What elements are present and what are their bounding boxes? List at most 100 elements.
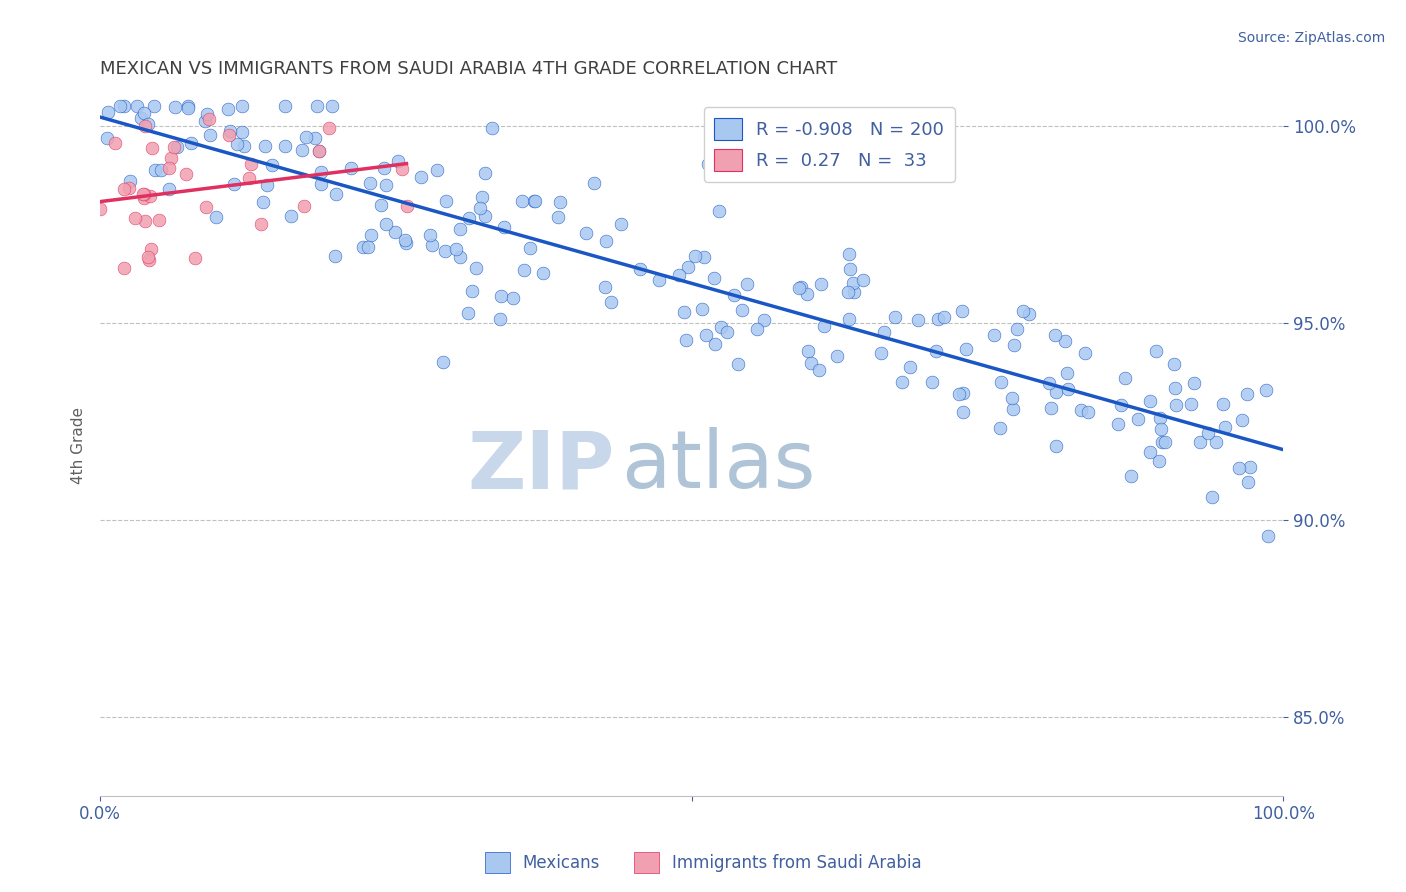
Point <box>174 167 197 181</box>
Point <box>132 187 155 202</box>
Point <box>522 194 544 208</box>
Point <box>927 311 949 326</box>
Point <box>502 291 524 305</box>
Point <box>138 117 160 131</box>
Point <box>488 312 510 326</box>
Point <box>474 209 496 223</box>
Point <box>134 119 156 133</box>
Point <box>1201 490 1223 504</box>
Point <box>925 344 948 359</box>
Point <box>693 251 716 265</box>
Point <box>1077 405 1099 419</box>
Point <box>422 238 444 252</box>
Point <box>703 270 725 285</box>
Point <box>89 202 111 216</box>
Point <box>838 262 860 277</box>
Point <box>1109 398 1132 412</box>
Point <box>340 161 363 175</box>
Point <box>444 242 467 256</box>
Point <box>731 302 754 317</box>
Point <box>360 227 382 242</box>
Point <box>395 235 418 250</box>
Point <box>524 194 547 209</box>
Point <box>1188 434 1211 449</box>
Point <box>690 302 713 317</box>
Point <box>952 404 974 418</box>
Point <box>710 320 733 334</box>
Point <box>419 227 441 242</box>
Point <box>233 139 256 153</box>
Point <box>1213 419 1236 434</box>
Point <box>1001 402 1024 417</box>
Point <box>138 250 160 264</box>
Point <box>697 157 720 171</box>
Point <box>1144 344 1167 359</box>
Point <box>1018 307 1040 321</box>
Point <box>988 421 1011 435</box>
Point <box>595 280 617 294</box>
Point <box>325 187 347 202</box>
Point <box>323 249 346 263</box>
Point <box>198 112 221 126</box>
Point <box>1182 376 1205 391</box>
Point <box>838 311 860 326</box>
Point <box>575 227 598 241</box>
Point <box>796 286 818 301</box>
Point <box>112 260 135 275</box>
Point <box>391 161 413 176</box>
Point <box>827 349 849 363</box>
Point <box>112 181 135 195</box>
Point <box>489 289 512 303</box>
Point <box>180 136 202 151</box>
Point <box>1197 425 1219 440</box>
Point <box>723 288 745 302</box>
Point <box>797 343 820 358</box>
Point <box>648 273 671 287</box>
Point <box>1107 417 1129 432</box>
Point <box>184 251 207 265</box>
Point <box>1139 394 1161 409</box>
Point <box>139 242 162 256</box>
Point <box>1139 445 1161 459</box>
Point <box>1150 422 1173 436</box>
Point <box>990 376 1012 390</box>
Point <box>1114 371 1136 385</box>
Point <box>97 104 120 119</box>
Point <box>1227 461 1250 475</box>
Point <box>96 131 118 145</box>
Point <box>177 101 200 115</box>
Point <box>704 336 727 351</box>
Point <box>582 176 605 190</box>
Point <box>370 198 392 212</box>
Point <box>260 158 283 172</box>
Point <box>675 333 697 347</box>
Point <box>471 190 494 204</box>
Point <box>309 177 332 191</box>
Point <box>510 194 533 208</box>
Point <box>1045 328 1067 343</box>
Point <box>1212 397 1234 411</box>
Point <box>716 325 738 339</box>
Point <box>950 304 973 318</box>
Point <box>219 123 242 137</box>
Point <box>1039 401 1062 415</box>
Point <box>870 346 893 360</box>
Point <box>1239 460 1261 475</box>
Point <box>138 252 160 267</box>
Point <box>1163 357 1185 371</box>
Point <box>307 99 329 113</box>
Point <box>595 234 617 248</box>
Point <box>231 99 253 113</box>
Point <box>1056 382 1078 396</box>
Point <box>842 276 865 290</box>
Point <box>838 247 860 261</box>
Point <box>157 161 180 175</box>
Point <box>1232 413 1254 427</box>
Point <box>177 99 200 113</box>
Text: atlas: atlas <box>620 427 815 505</box>
Point <box>252 195 274 210</box>
Y-axis label: 4th Grade: 4th Grade <box>72 407 86 483</box>
Text: MEXICAN VS IMMIGRANTS FROM SAUDI ARABIA 4TH GRADE CORRELATION CHART: MEXICAN VS IMMIGRANTS FROM SAUDI ARABIA … <box>100 60 838 78</box>
Point <box>1045 439 1067 453</box>
Point <box>1011 304 1033 318</box>
